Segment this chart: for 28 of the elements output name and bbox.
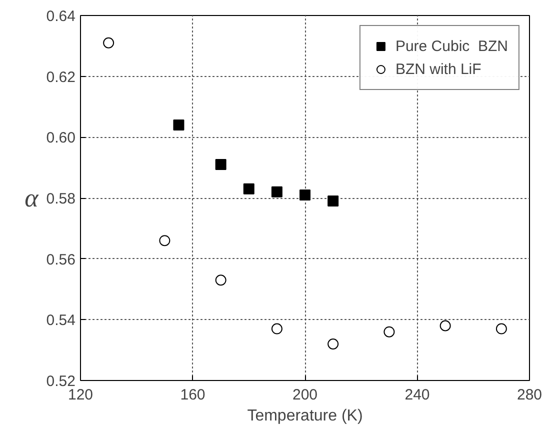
point: [103, 37, 114, 48]
y-axis-title: α: [24, 184, 40, 212]
point: [440, 320, 451, 332]
x-tick-label: 280: [516, 386, 542, 404]
y-tick-label: 0.58: [46, 190, 76, 208]
point: [215, 274, 226, 286]
point: [215, 159, 226, 170]
y-tick-label: 0.64: [46, 8, 76, 25]
y-tick-label: 0.60: [46, 130, 76, 147]
legend-label: BZN with LiF: [395, 60, 482, 78]
x-axis-title: Temperature (K): [247, 408, 363, 424]
x-tick-label: 200: [292, 386, 318, 404]
point: [496, 323, 507, 334]
y-tick-label: 0.56: [46, 251, 76, 268]
x-tick-label: 160: [180, 386, 206, 404]
point: [328, 196, 339, 207]
point: [173, 120, 184, 130]
point: [328, 338, 339, 350]
point: [300, 189, 310, 200]
y-tick-label: 0.62: [46, 68, 76, 86]
point: [271, 323, 282, 334]
point: [384, 326, 395, 338]
point: [159, 235, 170, 246]
legend-label: Pure Cubic BZN: [395, 38, 508, 54]
point: [271, 186, 282, 198]
y-tick-label: 0.54: [46, 312, 76, 330]
x-tick-label: 240: [404, 386, 430, 404]
point: [243, 183, 254, 194]
